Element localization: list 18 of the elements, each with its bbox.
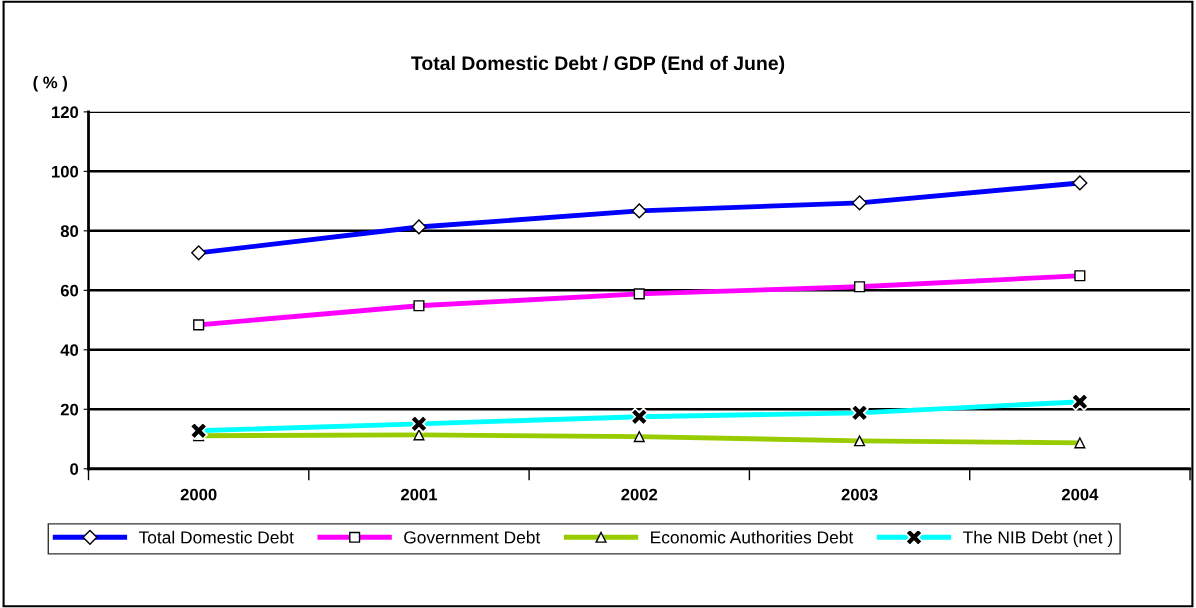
y-tick-label: 40 [60, 344, 79, 357]
y-tick-label: 60 [60, 284, 79, 297]
chart-title: Total Domestic Debt / GDP (End of June) [411, 55, 785, 74]
y-tick-label: 80 [60, 225, 79, 238]
y-axis-title: ( % ) [33, 76, 67, 92]
y-tick-label: 100 [52, 165, 79, 178]
legend-label: The NIB Debt (net ) [963, 530, 1113, 547]
x-tick-label: 2000 [180, 488, 217, 501]
y-tick-label: 120 [52, 106, 79, 119]
x-tick-label: 2002 [621, 488, 658, 501]
x-tick-label: 2004 [1061, 488, 1099, 501]
y-tick-label: 0 [70, 463, 79, 475]
legend-label: Total Domestic Debt [138, 530, 294, 544]
x-tick-label: 2003 [841, 488, 878, 501]
legend-label: Government Debt [404, 530, 541, 544]
legend-label: Economic Authorities Debt [651, 530, 854, 544]
x-tick-label: 2001 [401, 488, 438, 501]
y-tick-label: 20 [60, 403, 79, 416]
